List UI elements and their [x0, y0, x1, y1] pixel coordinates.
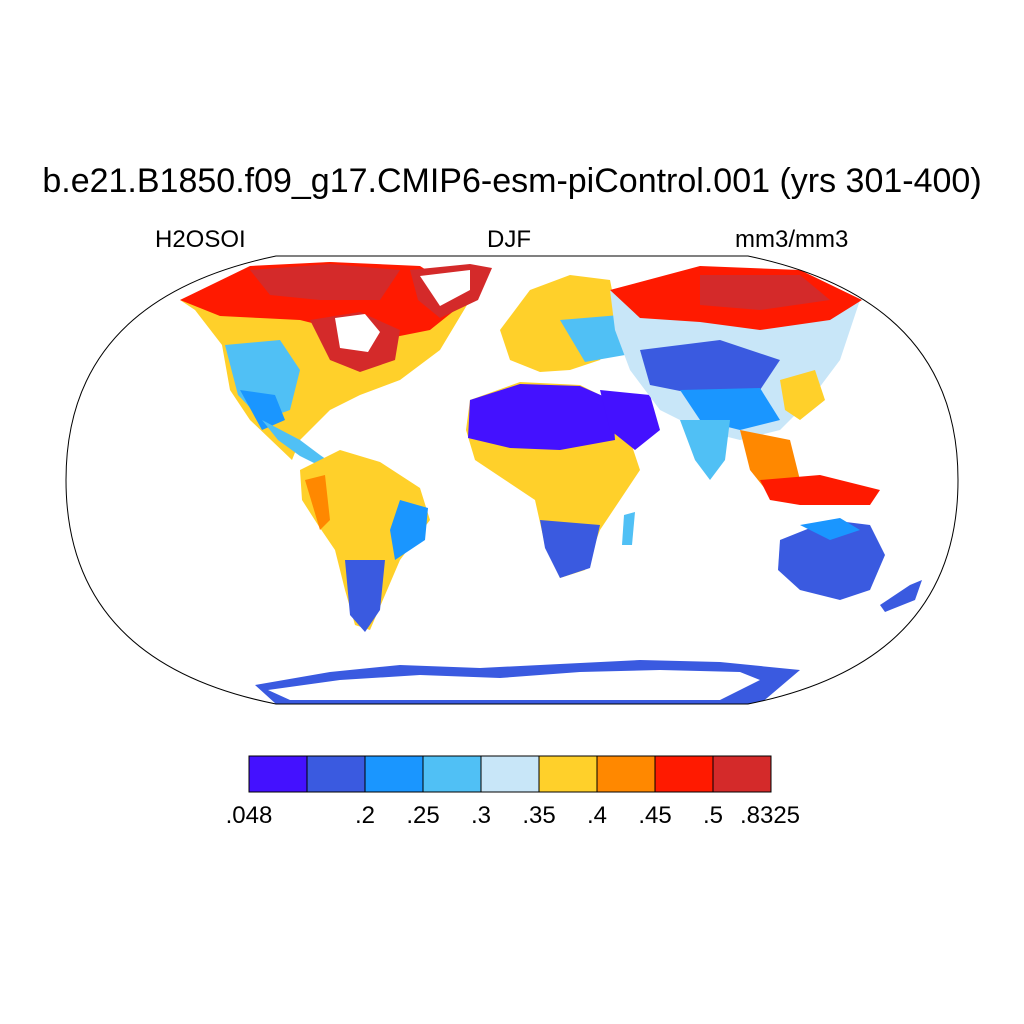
maritime-continent [760, 475, 880, 505]
south-america-west [305, 475, 330, 530]
colorbar-label-0: .048 [225, 802, 273, 829]
colorbar-box-5 [538, 755, 598, 793]
east-asia-coast [780, 370, 825, 420]
south-america-east [390, 500, 428, 560]
india [680, 420, 730, 480]
na-west-dry [225, 340, 300, 420]
australia-north [800, 518, 860, 540]
south-america-south [345, 560, 385, 632]
colorbar-label-3: .3 [470, 802, 492, 829]
colorbar-box-7 [654, 755, 714, 793]
variable-label: H2OSOI [155, 226, 246, 253]
colorbar-box-8 [712, 755, 772, 793]
central-america [262, 420, 330, 466]
map-title: b.e21.B1850.f09_g17.CMIP6-esm-piControl.… [42, 162, 982, 200]
na-southwest [240, 390, 285, 430]
land-layer [180, 262, 922, 704]
madagascar [622, 512, 635, 545]
hudson-bay [335, 314, 380, 352]
season-label: DJF [487, 226, 531, 253]
south-america-base [300, 450, 430, 630]
colorbar-box-4 [480, 755, 540, 793]
units-label: mm3/mm3 [735, 226, 849, 253]
colorbar-box-3 [422, 755, 482, 793]
sahara [468, 384, 615, 450]
north-america-arctic-dark [250, 264, 400, 300]
europe-east [560, 315, 625, 362]
colorbar-label-5: .4 [586, 802, 608, 829]
colorbar-label-1: .2 [354, 802, 376, 829]
southern-africa [540, 520, 600, 578]
central-asia-dry [640, 340, 780, 395]
colorbar-label-8: .8325 [739, 802, 801, 829]
colorbar-boxes [248, 755, 772, 793]
colorbar-label-7: .5 [702, 802, 724, 829]
map-boundary [65, 255, 959, 705]
new-zealand [880, 580, 922, 612]
north-america-arctic [180, 262, 470, 340]
colorbar-label-6: .45 [638, 802, 672, 829]
antarctica-ice [268, 670, 760, 700]
colorbar-box-1 [306, 755, 366, 793]
greenland-ice [420, 270, 470, 306]
colorbar-box-0 [248, 755, 308, 793]
siberia-dark [700, 275, 830, 310]
arabian-peninsula [600, 390, 660, 450]
colorbar-box-2 [364, 755, 424, 793]
colorbar-label-2: .25 [406, 802, 440, 829]
australia [778, 520, 885, 600]
colorbar-label-4: .35 [522, 802, 556, 829]
colorbar-box-6 [596, 755, 656, 793]
tibet-east-asia [680, 388, 780, 430]
